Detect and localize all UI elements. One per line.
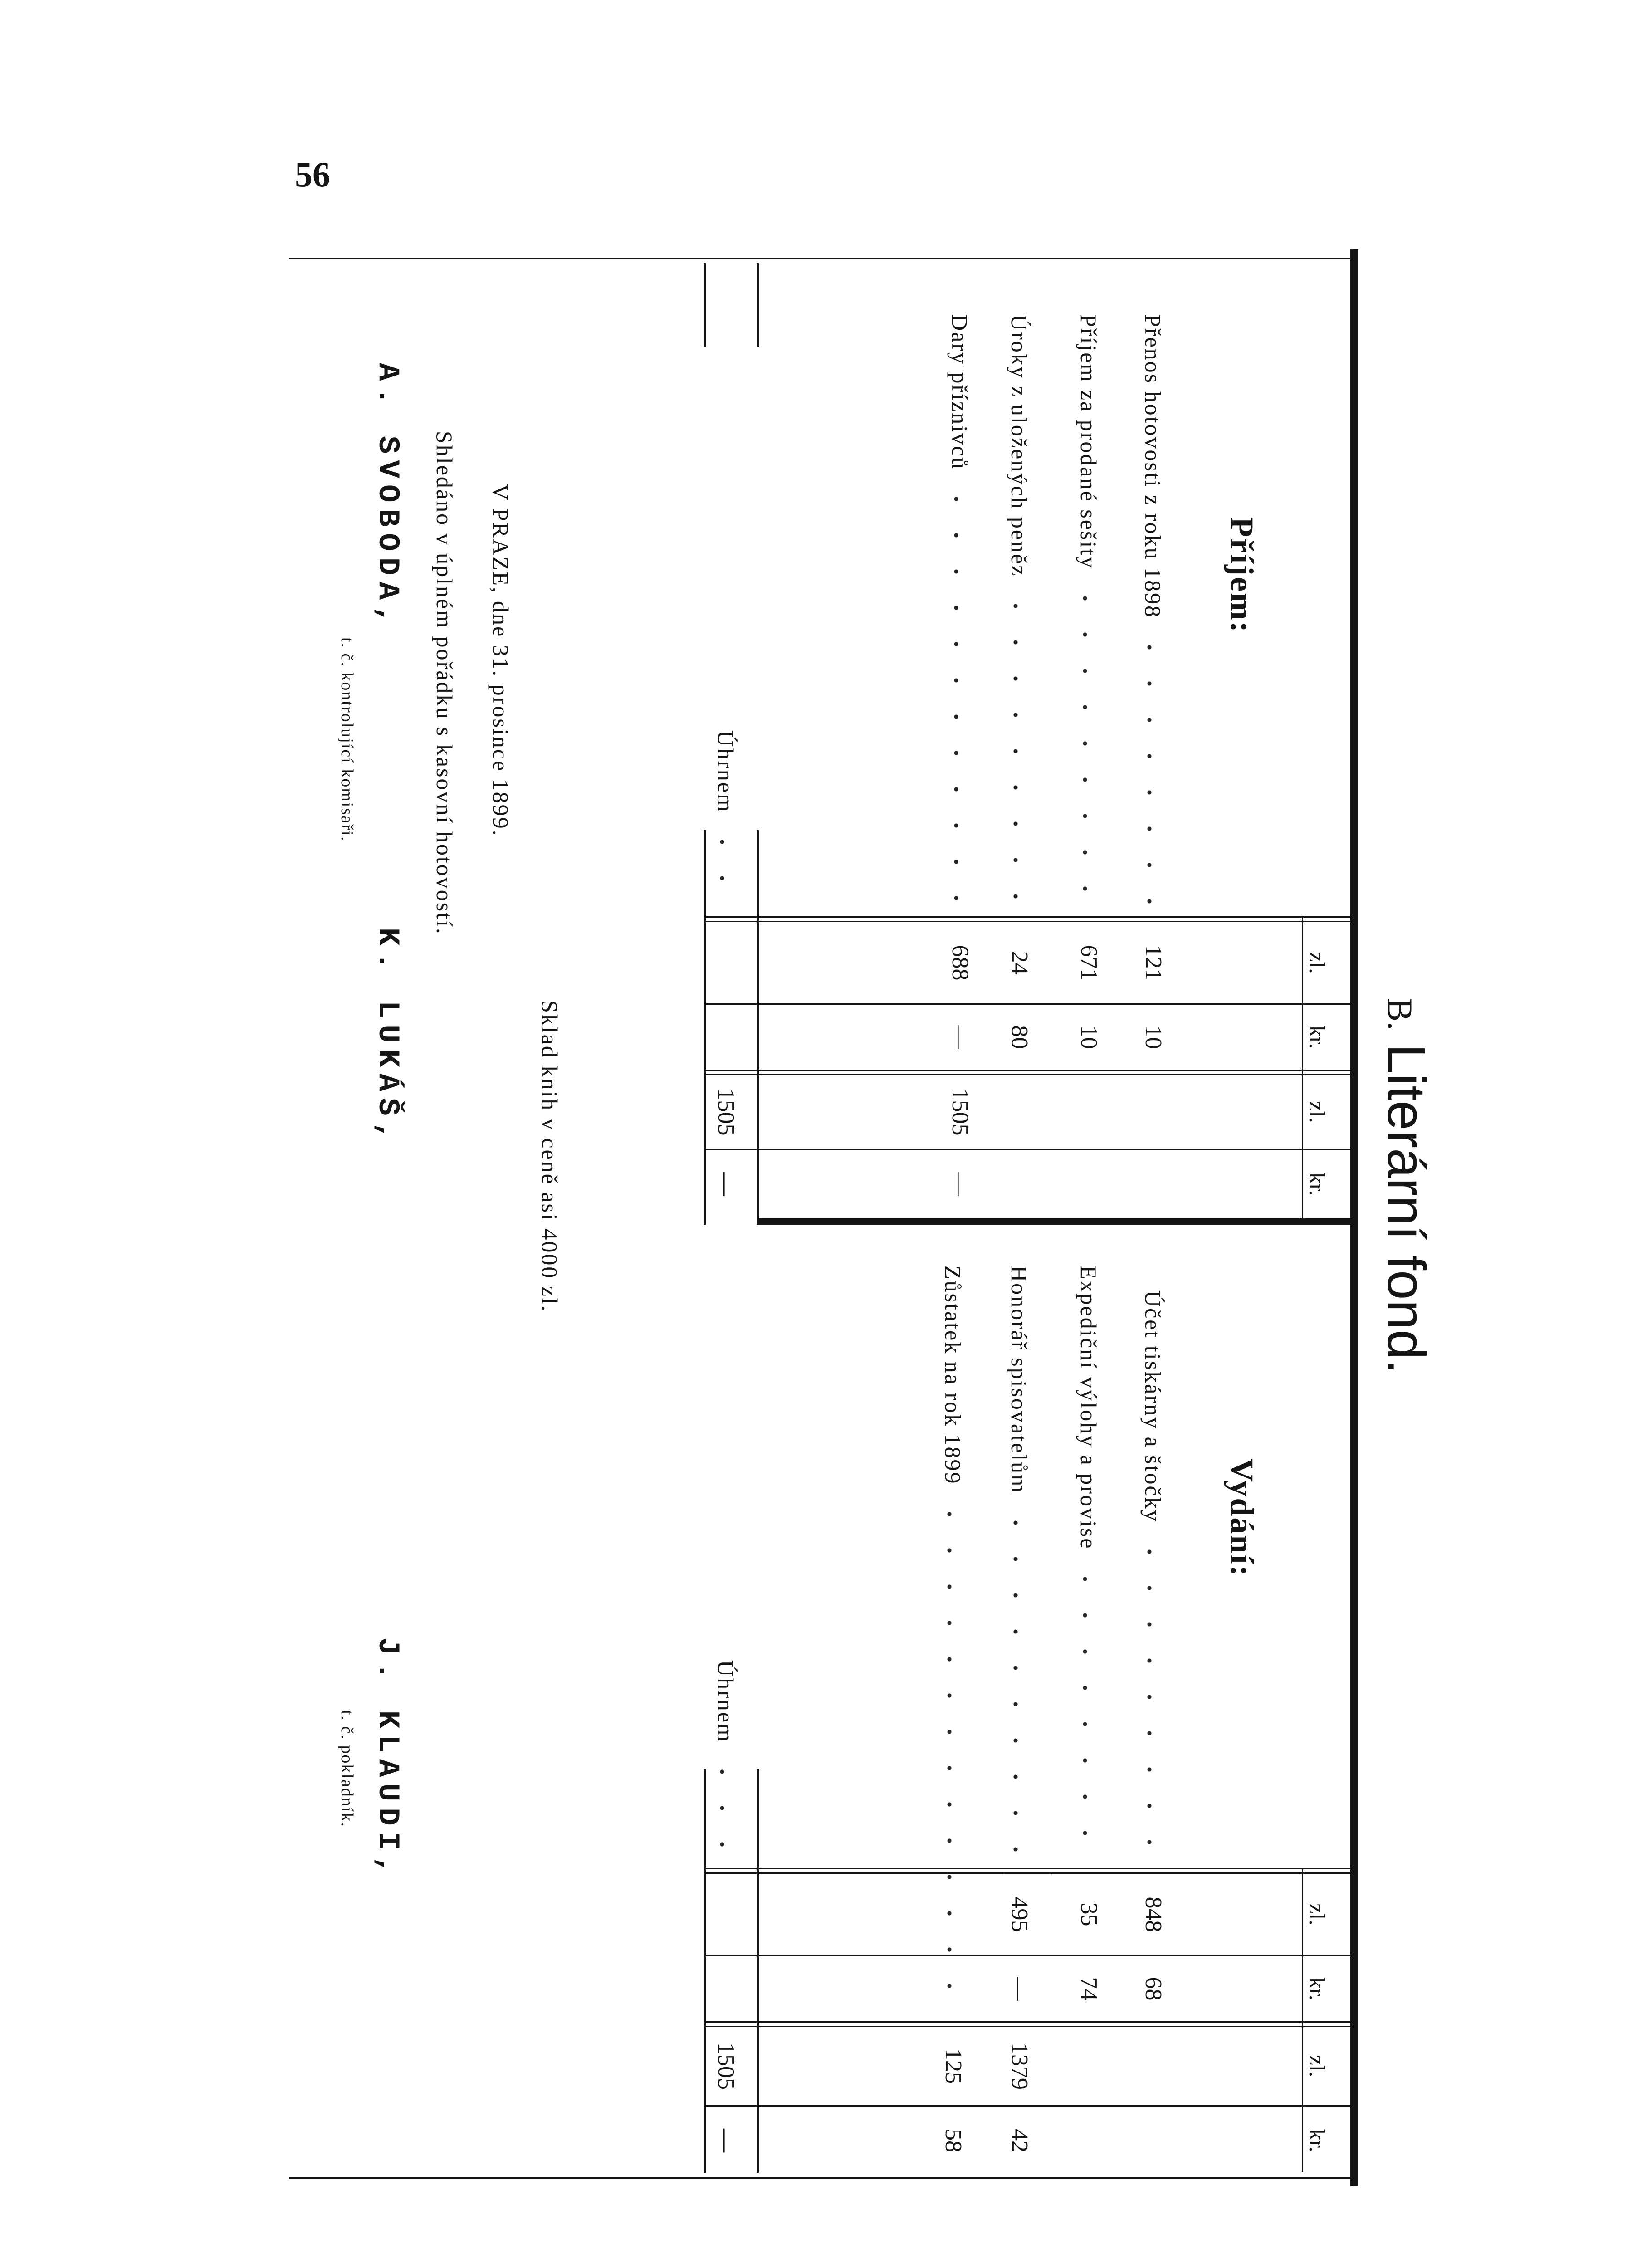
row-label: Účet tiskárny a štočky (1140, 1290, 1166, 1523)
total-rule (757, 263, 759, 347)
cell-kr: 74 (1076, 1977, 1102, 2001)
dot-leader (712, 823, 739, 903)
col-header-zl-total: zl. (1305, 1101, 1330, 1123)
dot-leader (1075, 1560, 1102, 1857)
verification-note: Shledáno v úplném pořádku s kasovní hoto… (432, 431, 457, 935)
column-rule (704, 1149, 1350, 1150)
header-rule (1302, 916, 1303, 1220)
expenses-heading: Vydání: (1224, 1458, 1260, 1578)
cell-zl: 35 (1076, 1902, 1102, 1926)
col-header-zl-total: zl. (1305, 2055, 1330, 2077)
cell-total-zl: 1505 (947, 1088, 973, 1136)
cell-zl: 671 (1076, 945, 1102, 981)
row-label: Expediční výlohy a provise (1076, 1266, 1101, 1550)
column-rule (704, 1070, 1350, 1071)
left-border-rule (289, 258, 1350, 259)
income-row: Úroky z uložených peněz (1006, 314, 1033, 904)
rotated-page-content: B. Literární fond. zl. kr. zl. kr. zl. kr… (289, 249, 1436, 2186)
income-total-row: Úhrnem (712, 730, 739, 903)
expenses-total-zl: 1505 (713, 2043, 739, 2090)
total-rule (757, 830, 759, 1225)
column-rule (704, 2021, 1350, 2023)
cell-total-kr: — (947, 1172, 973, 1196)
dot-leader (1139, 629, 1167, 904)
col-header-kr: kr. (1305, 1977, 1330, 2001)
expense-row: Zůstatek na rok 1899 (939, 1266, 967, 2009)
income-total-kr: — (713, 1172, 739, 1196)
place-date: V PRAZE, dne 31. prosince 1899. (488, 484, 513, 837)
center-divider (758, 1218, 1350, 1225)
page-number: 56 (295, 155, 330, 194)
income-row: Příjem za prodané sešity (1075, 314, 1102, 904)
column-rule (704, 916, 1350, 918)
cell-kr: — (947, 1025, 973, 1049)
col-header-zl: zl. (1305, 1903, 1330, 1926)
row-label: Dary příznivců (947, 314, 972, 470)
column-rule (704, 1868, 1350, 1869)
col-header-kr: kr. (1305, 1025, 1330, 1049)
thick-top-rule (1350, 249, 1358, 2186)
cell-zl: 848 (1140, 1897, 1166, 1932)
cell-total-zl: 125 (940, 2048, 966, 2084)
page-title: B. Literární fond. (1376, 998, 1436, 1374)
cell-zl: 688 (947, 945, 973, 981)
income-heading: Příjem: (1224, 517, 1260, 634)
total-label: Úhrnem (713, 1660, 738, 1743)
right-border-rule (289, 2177, 1350, 2179)
signature-klaudi: J. KLAUDI, (371, 1637, 405, 1881)
row-label: Zůstatek na rok 1899 (940, 1266, 966, 1485)
total-rule (704, 263, 706, 347)
total-rule (704, 1769, 706, 2173)
dot-leader (1075, 580, 1102, 904)
header-rule (1302, 1868, 1303, 2172)
dot-leader (712, 1753, 739, 1860)
dot-leader (1006, 587, 1033, 904)
total-rule (704, 830, 706, 1225)
title-prefix: B. (1380, 998, 1420, 1031)
signature-role-treasurer: t. č. pokladník. (337, 1710, 357, 1828)
cell-kr: 10 (1076, 1025, 1102, 1049)
signature-role-commission: t. č. kontrolující komisaři. (337, 637, 357, 842)
income-total-zl: 1505 (713, 1088, 739, 1136)
cell-total-kr: 42 (1007, 2129, 1032, 2152)
total-label: Úhrnem (713, 730, 738, 813)
dot-leader (1006, 1504, 1033, 1857)
income-row: Přenos hotovosti z roku 1898 (1139, 314, 1167, 904)
expenses-total-kr: — (713, 2129, 739, 2152)
row-label: Honorář spisovatelům (1007, 1266, 1032, 1494)
cell-kr: 80 (1007, 1025, 1032, 1049)
cell-total-zl: 1379 (1007, 2043, 1032, 2090)
col-header-zl: zl. (1305, 952, 1330, 974)
row-label: Úroky z uložených peněz (1007, 314, 1032, 577)
stock-note: Sklad knih v ceně asi 4000 zl. (537, 1000, 562, 1313)
col-header-kr-total: kr. (1305, 1172, 1330, 1196)
dot-leader (939, 1496, 967, 2009)
total-rule (757, 1769, 759, 2173)
dot-leader (1139, 1533, 1167, 1857)
cell-kr: — (1007, 1977, 1032, 2001)
signature-svoboda: A. SVOBODA, (371, 363, 405, 631)
row-label: Přenos hotovosti z roku 1898 (1140, 314, 1166, 619)
cell-zl: 24 (1007, 951, 1032, 975)
dot-leader (946, 481, 973, 904)
expenses-total-row: Úhrnem (712, 1660, 739, 1860)
expense-row: Účet tiskárny a štočky (1139, 1290, 1167, 1857)
cell-kr: 68 (1140, 1977, 1166, 2001)
cell-total-kr: 58 (940, 2129, 966, 2152)
cell-zl: 495 (1007, 1897, 1032, 1932)
income-row: Dary příznivců (946, 314, 973, 904)
signature-lukas: K. LUKÁŠ, (371, 928, 405, 1147)
column-rule (704, 1074, 1350, 1075)
cell-zl: 121 (1140, 945, 1166, 981)
cell-kr: 10 (1140, 1025, 1166, 1049)
row-label: Příjem za prodané sešity (1076, 314, 1101, 570)
col-header-kr-total: kr. (1305, 2129, 1330, 2152)
expense-row: Honorář spisovatelům (1006, 1266, 1033, 1857)
expense-row: Expediční výlohy a provise (1075, 1266, 1102, 1857)
title-text: Literární fond. (1376, 1044, 1436, 1374)
